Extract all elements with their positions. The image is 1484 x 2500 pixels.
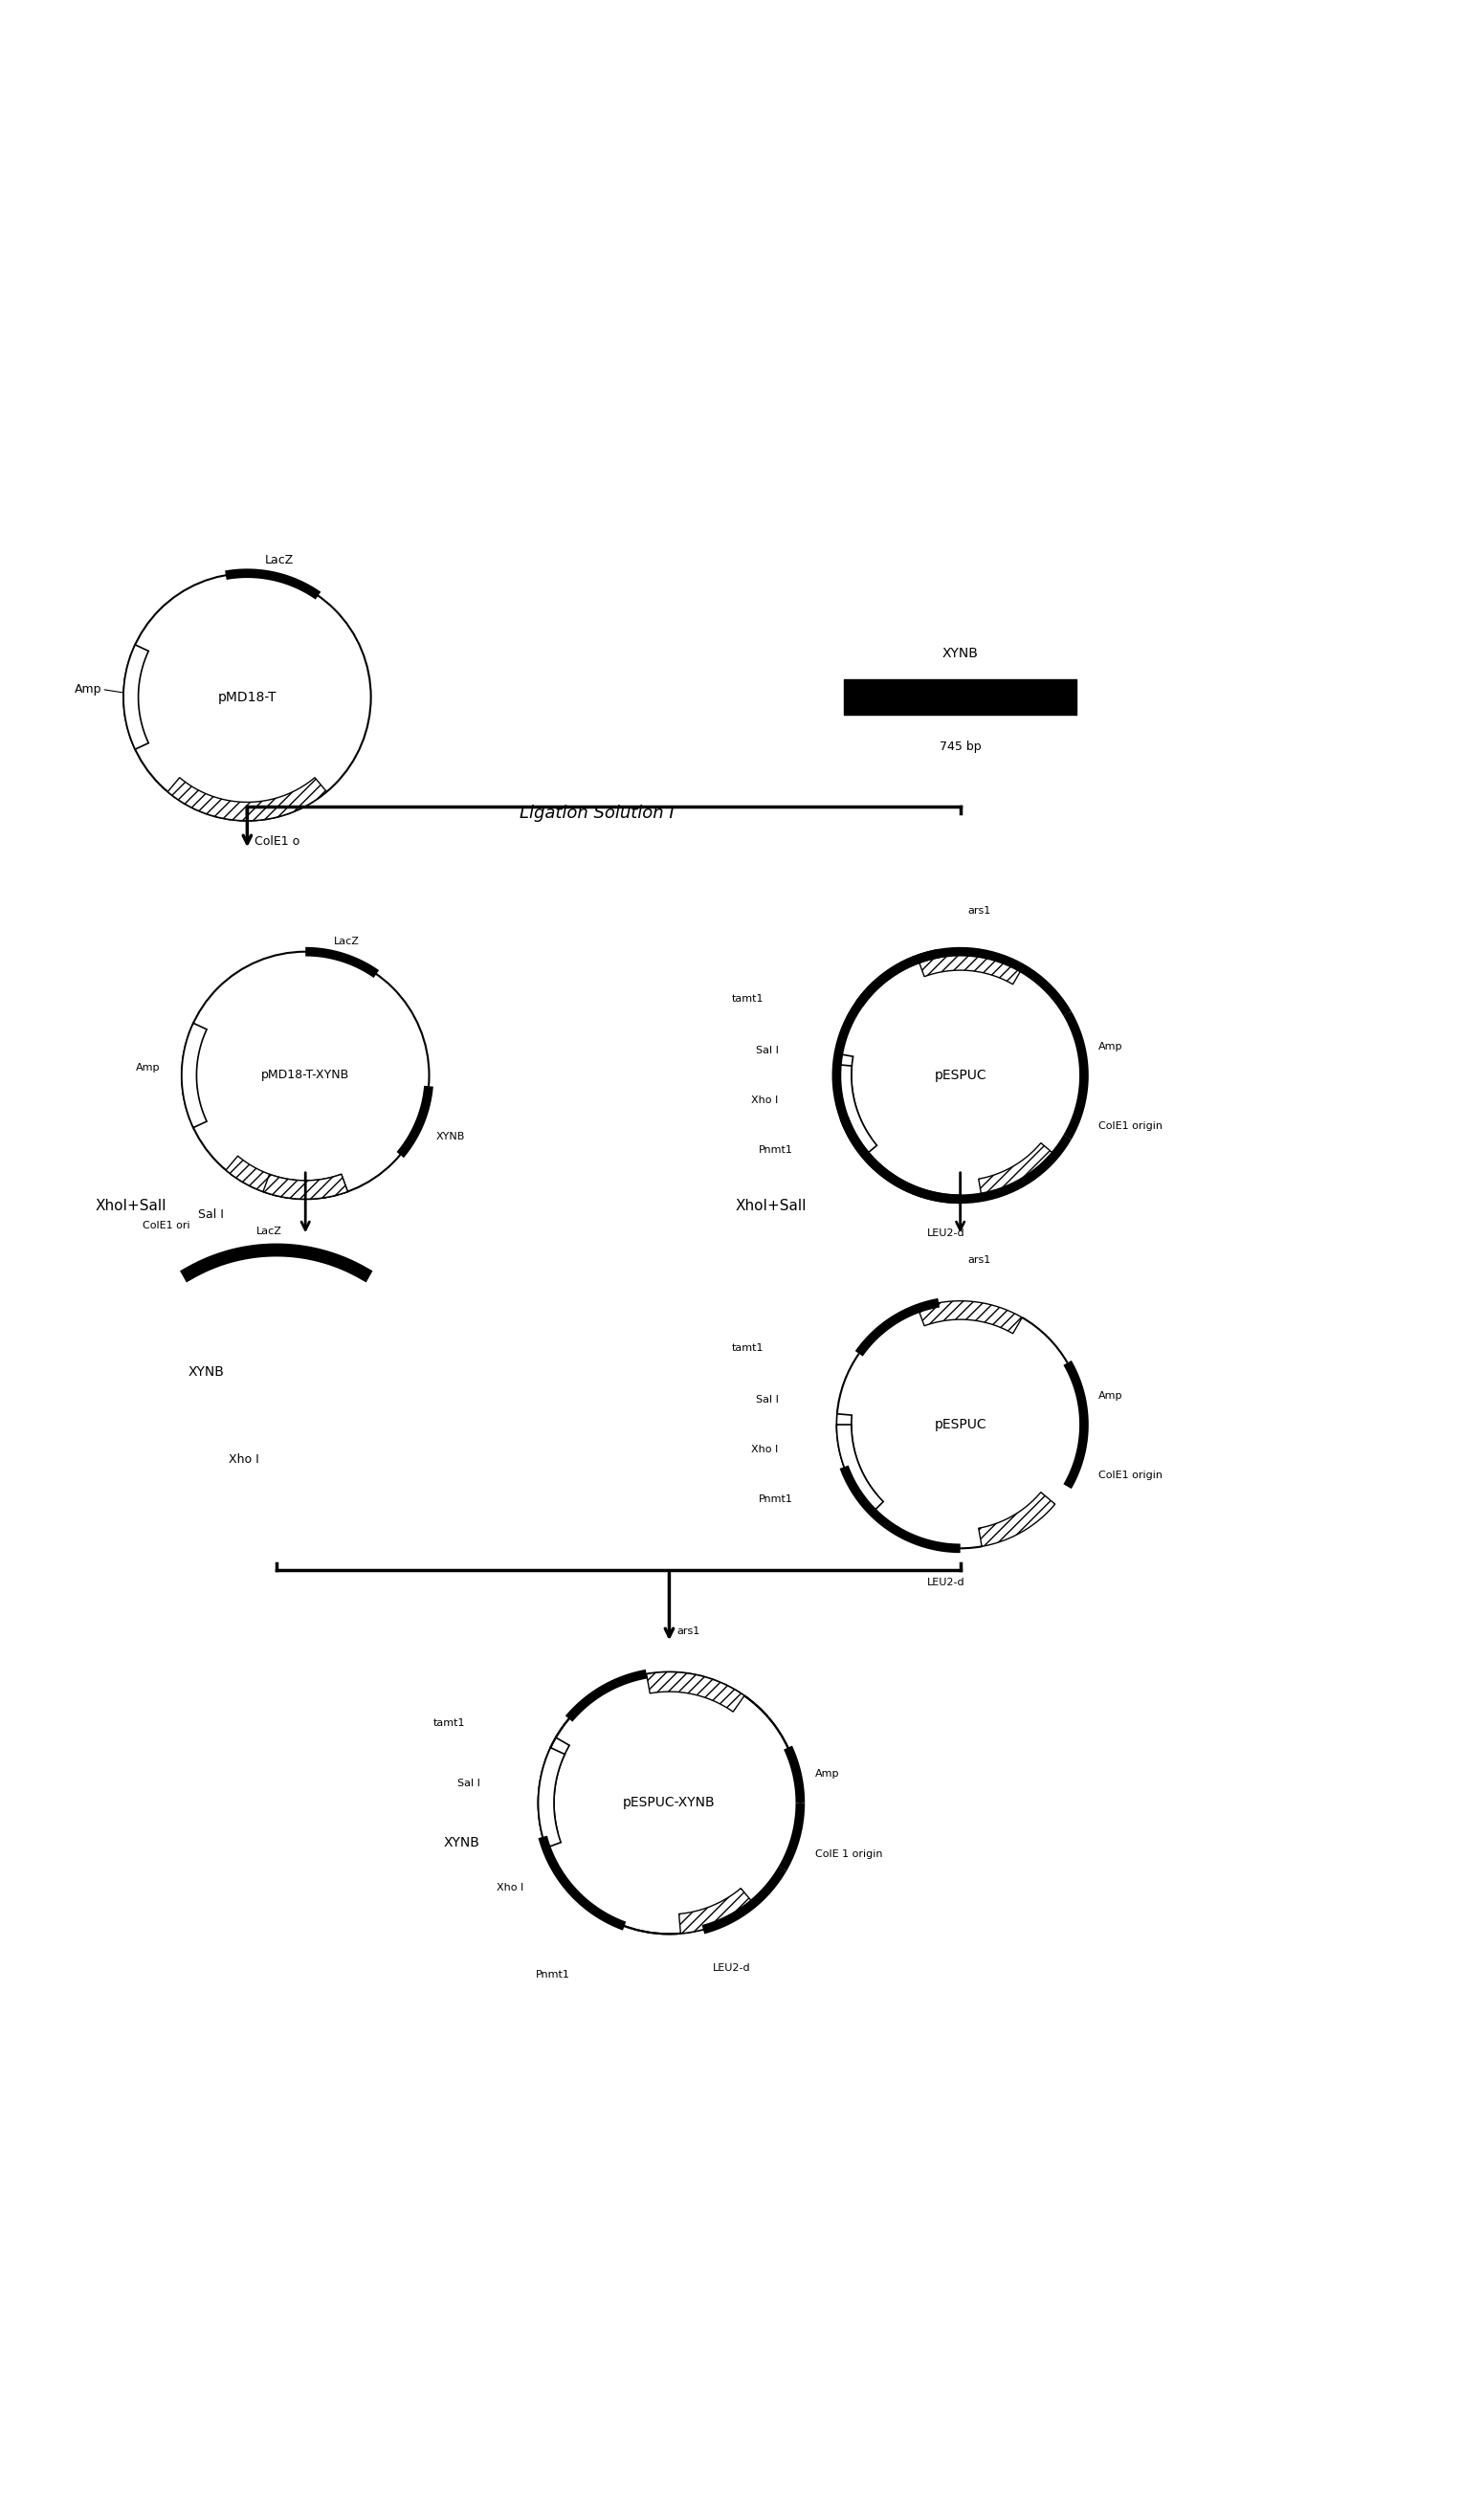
PathPatch shape [919, 1300, 1022, 1332]
Text: LEU2-d: LEU2-d [928, 1228, 965, 1238]
Text: XhoI+SalI: XhoI+SalI [95, 1200, 166, 1212]
PathPatch shape [837, 1065, 877, 1155]
Text: Pnmt1: Pnmt1 [758, 1495, 792, 1502]
Text: Sal I: Sal I [755, 1395, 779, 1405]
PathPatch shape [837, 1415, 877, 1505]
PathPatch shape [181, 1022, 206, 1128]
PathPatch shape [919, 952, 1022, 985]
PathPatch shape [978, 1142, 1055, 1198]
PathPatch shape [978, 1492, 1055, 1548]
Text: Sal I: Sal I [755, 1045, 779, 1055]
Text: Xho I: Xho I [751, 1445, 779, 1455]
Text: XYNB: XYNB [187, 1365, 224, 1380]
Text: LacZ: LacZ [257, 1228, 282, 1235]
Text: ColE 1 origin: ColE 1 origin [815, 1850, 881, 1858]
Text: Pnmt1: Pnmt1 [758, 1145, 792, 1155]
Text: ColE1 o: ColE1 o [254, 835, 300, 848]
PathPatch shape [226, 1155, 347, 1200]
Text: LEU2-d: LEU2-d [712, 1962, 751, 1973]
PathPatch shape [837, 1055, 871, 1148]
Text: ars1: ars1 [968, 1255, 991, 1265]
Text: Pnmt1: Pnmt1 [536, 1970, 570, 1980]
Text: ColE1 origin: ColE1 origin [1098, 1122, 1162, 1130]
Text: pMD18-T-XYNB: pMD18-T-XYNB [261, 1070, 350, 1082]
Text: Xho I: Xho I [751, 1095, 779, 1105]
PathPatch shape [123, 645, 148, 750]
Text: tamt1: tamt1 [732, 995, 764, 1005]
PathPatch shape [168, 778, 326, 820]
Text: ColE1 ori: ColE1 ori [142, 1220, 190, 1230]
Text: Sal I: Sal I [457, 1778, 479, 1788]
Text: tamt1: tamt1 [732, 1342, 764, 1352]
PathPatch shape [539, 1738, 570, 1838]
Text: pESPUC: pESPUC [933, 1418, 987, 1432]
PathPatch shape [837, 1425, 883, 1512]
Text: Xho I: Xho I [497, 1882, 524, 1892]
PathPatch shape [263, 1175, 347, 1200]
Text: ars1: ars1 [968, 905, 991, 915]
Text: Amp: Amp [815, 1770, 838, 1778]
PathPatch shape [539, 1748, 565, 1848]
Text: pMD18-T: pMD18-T [218, 690, 276, 703]
Text: LacZ: LacZ [334, 938, 361, 948]
Text: Ligation Solution I: Ligation Solution I [519, 805, 674, 822]
Text: ColE1 origin: ColE1 origin [1098, 1470, 1162, 1480]
Text: pESPUC-XYNB: pESPUC-XYNB [623, 1798, 715, 1810]
Text: 745 bp: 745 bp [939, 740, 981, 752]
Text: ars1: ars1 [677, 1625, 700, 1635]
Text: XYNB: XYNB [436, 1132, 466, 1142]
Text: XYNB: XYNB [444, 1835, 479, 1850]
Text: Amp: Amp [1098, 1042, 1123, 1050]
PathPatch shape [647, 1673, 745, 1713]
Text: LEU2-d: LEU2-d [928, 1578, 965, 1588]
PathPatch shape [680, 1888, 754, 1933]
Text: XhoI+SalI: XhoI+SalI [736, 1200, 807, 1212]
Text: Amp: Amp [135, 1062, 160, 1072]
Text: Sal I: Sal I [199, 1208, 224, 1220]
Text: Xho I: Xho I [229, 1452, 258, 1465]
Text: tamt1: tamt1 [433, 1718, 466, 1728]
Text: XYNB: XYNB [942, 648, 978, 660]
Text: LacZ: LacZ [266, 555, 294, 568]
Text: Amp: Amp [1098, 1390, 1123, 1400]
Text: pESPUC: pESPUC [933, 1068, 987, 1082]
Text: Amp: Amp [74, 683, 102, 695]
